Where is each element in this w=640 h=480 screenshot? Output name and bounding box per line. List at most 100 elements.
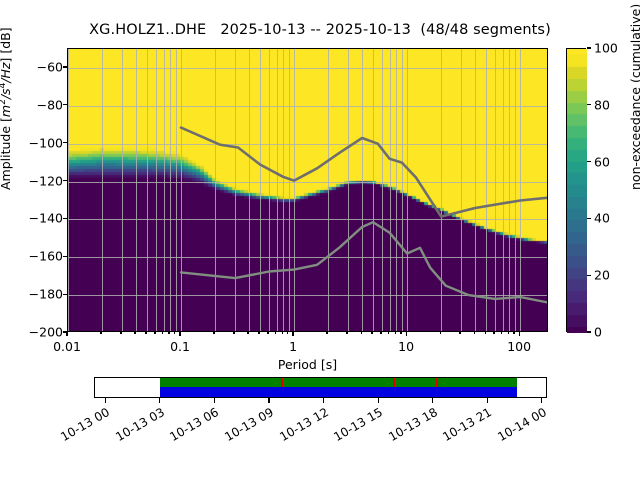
y-axis-tick — [63, 142, 67, 144]
x-axis-tick-minor — [281, 332, 283, 335]
gridline-vertical — [235, 49, 236, 331]
x-axis-tick-minor — [371, 332, 373, 335]
timeline-tick — [213, 398, 215, 403]
gridline-vertical — [136, 49, 138, 331]
timeline-tick — [432, 398, 434, 403]
gridline-vertical — [102, 49, 103, 331]
gridline-horizontal — [68, 143, 547, 145]
timeline-tick-label: 10-14 00 — [495, 405, 549, 445]
y-axis-tick — [63, 217, 67, 219]
timeline-tick-label: 10-13 09 — [222, 405, 276, 445]
noise-model-lines — [179, 126, 547, 304]
x-axis-tick-major — [66, 332, 68, 336]
page-title: XG.HOLZ1..DHE 2025-10-13 -- 2025-10-13 (… — [89, 22, 551, 38]
timeline-tick — [322, 398, 325, 403]
x-axis-label: Period [s] — [277, 357, 338, 372]
y-axis-tick-label: −60 — [36, 59, 63, 75]
x-axis-tick-major — [292, 332, 294, 336]
x-axis-tick-minor — [501, 332, 503, 335]
gridline-vertical — [294, 49, 296, 331]
x-axis-tick-label: 1 — [289, 339, 298, 354]
gridline-vertical — [362, 49, 364, 331]
gridline-vertical — [163, 49, 165, 331]
gridline-horizontal — [68, 105, 547, 107]
x-axis-tick-minor — [213, 332, 215, 335]
x-axis-tick-major — [405, 332, 407, 336]
gridline-vertical — [502, 49, 504, 331]
y-axis-tick — [63, 331, 67, 333]
colorbar-tick — [587, 217, 591, 219]
x-axis-tick-minor — [493, 332, 495, 335]
colorbar-label: non-exceedance (cumulative) [%] — [628, 3, 640, 190]
gridline-vertical — [396, 49, 398, 331]
gridline-vertical — [509, 49, 511, 331]
gridline-vertical — [495, 49, 497, 331]
y-axis-tick — [63, 179, 67, 182]
gridline-vertical — [461, 49, 462, 331]
gridline-vertical — [147, 49, 148, 331]
x-axis-tick-minor — [507, 332, 509, 335]
gridline-vertical — [441, 49, 443, 331]
timeline-tick-label: 10-13 21 — [440, 405, 495, 445]
x-axis-tick-minor — [513, 332, 515, 335]
colorbar-tick-label: 20 — [594, 267, 610, 283]
colorbar-tick — [587, 47, 591, 49]
gridline-vertical — [121, 49, 123, 331]
colorbar-tick — [587, 331, 591, 333]
x-axis-tick-minor — [174, 332, 176, 335]
y-axis-label: Amplitude [m2/s4/Hz] [dB] — [0, 27, 14, 190]
x-axis-tick-minor — [154, 332, 156, 335]
x-axis-tick-label: 10 — [398, 339, 415, 354]
y-axis-tick-label: −180 — [28, 286, 63, 302]
gridline-vertical — [175, 49, 177, 331]
gridline-vertical — [401, 49, 403, 331]
timeline-tick — [377, 398, 379, 403]
data-coverage-strip[interactable] — [94, 377, 547, 398]
x-axis-tick-minor — [287, 332, 289, 335]
x-axis-tick-label: 100 — [507, 339, 532, 354]
gridline-vertical — [68, 49, 69, 331]
gridline-vertical — [276, 49, 278, 331]
y-axis-tick — [63, 104, 67, 106]
x-axis-tick-major — [518, 332, 520, 336]
gridline-vertical — [156, 49, 157, 331]
coverage-band — [160, 387, 517, 397]
colorbar-tick-label: 80 — [594, 97, 610, 113]
colorbar-tick-label: 40 — [594, 210, 610, 226]
x-axis-tick-minor — [168, 332, 170, 335]
y-axis-tick-label: −80 — [36, 97, 63, 113]
x-axis-tick-minor — [267, 332, 269, 335]
gridline-horizontal — [68, 219, 547, 221]
high-noise-model-line — [179, 126, 547, 218]
x-axis-tick-minor — [387, 332, 390, 335]
timeline-tick — [104, 398, 106, 403]
x-axis-tick-minor — [134, 332, 136, 335]
x-axis-tick-minor — [120, 332, 122, 335]
gridline-horizontal — [68, 67, 547, 69]
x-axis-tick-minor — [459, 332, 461, 335]
gridline-vertical — [515, 49, 516, 331]
gap-marker — [392, 378, 395, 387]
x-axis-tick-label: 0.01 — [53, 339, 81, 354]
colorbar[interactable] — [566, 48, 587, 333]
gridline-vertical — [269, 49, 270, 331]
gridline-vertical — [283, 49, 285, 331]
y-axis-tick — [63, 293, 67, 295]
timeline-tick-label: 10-13 12 — [276, 405, 331, 445]
x-axis-tick-minor — [380, 332, 382, 335]
gridline-vertical — [181, 49, 182, 331]
colorbar-tick-label: 60 — [594, 154, 610, 170]
y-axis-tick-label: −160 — [28, 248, 63, 264]
timeline-tick-label: 10-13 15 — [331, 405, 386, 445]
gridline-horizontal — [68, 257, 547, 259]
timeline-tick-label: 10-13 03 — [113, 405, 167, 445]
ppsd-axes[interactable] — [67, 48, 548, 332]
timeline-tick — [159, 398, 161, 403]
gap-marker — [281, 378, 284, 387]
gridline-vertical — [260, 49, 261, 331]
x-axis-tick-minor — [247, 332, 249, 335]
gridline-vertical — [288, 49, 290, 331]
gridline-horizontal — [68, 295, 547, 297]
ppsd-plot-area — [68, 49, 547, 331]
gridline-vertical — [475, 49, 477, 331]
